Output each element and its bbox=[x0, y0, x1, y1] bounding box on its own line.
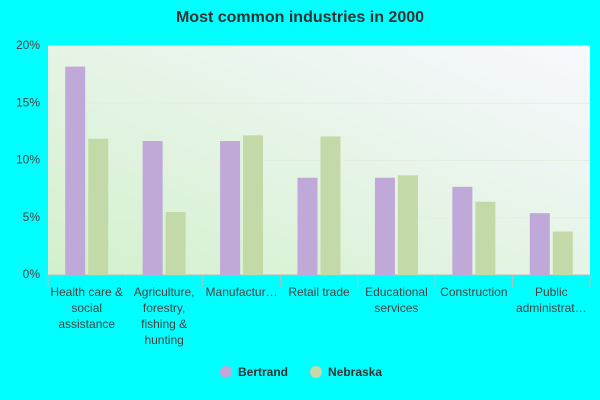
x-tick-label: Public administrat… bbox=[515, 285, 587, 315]
x-tick-label: Educational services bbox=[365, 285, 428, 315]
bar bbox=[552, 231, 573, 275]
x-tick-label: Agriculture, forestry, fishing & hunting bbox=[133, 285, 195, 347]
bar bbox=[243, 135, 264, 275]
y-tick-label: 5% bbox=[23, 210, 41, 224]
bar bbox=[165, 212, 186, 275]
bar bbox=[220, 141, 241, 275]
bar bbox=[320, 136, 341, 275]
bar bbox=[88, 138, 109, 275]
y-tick-label: 10% bbox=[16, 153, 40, 167]
y-tick-label: 0% bbox=[23, 267, 41, 281]
bar bbox=[65, 66, 86, 275]
x-tick-label: Retail trade bbox=[288, 285, 350, 299]
x-tick-label: Health care & social assistance bbox=[50, 285, 124, 331]
y-tick-label: 15% bbox=[16, 95, 40, 109]
chart-title: Most common industries in 2000 bbox=[176, 9, 424, 26]
legend-label: Nebraska bbox=[328, 365, 382, 379]
legend-swatch bbox=[220, 366, 232, 378]
legend-swatch bbox=[310, 366, 322, 378]
bar bbox=[397, 175, 418, 275]
bar bbox=[374, 177, 395, 275]
bar bbox=[529, 213, 550, 275]
bar bbox=[297, 177, 318, 275]
y-tick-label: 20% bbox=[16, 38, 40, 52]
x-tick-label: Manufactur… bbox=[205, 285, 278, 299]
legend-label: Bertrand bbox=[238, 365, 288, 379]
bar bbox=[452, 186, 473, 275]
bar bbox=[475, 201, 496, 275]
bar bbox=[142, 141, 163, 275]
x-tick-label: Construction bbox=[440, 285, 508, 299]
